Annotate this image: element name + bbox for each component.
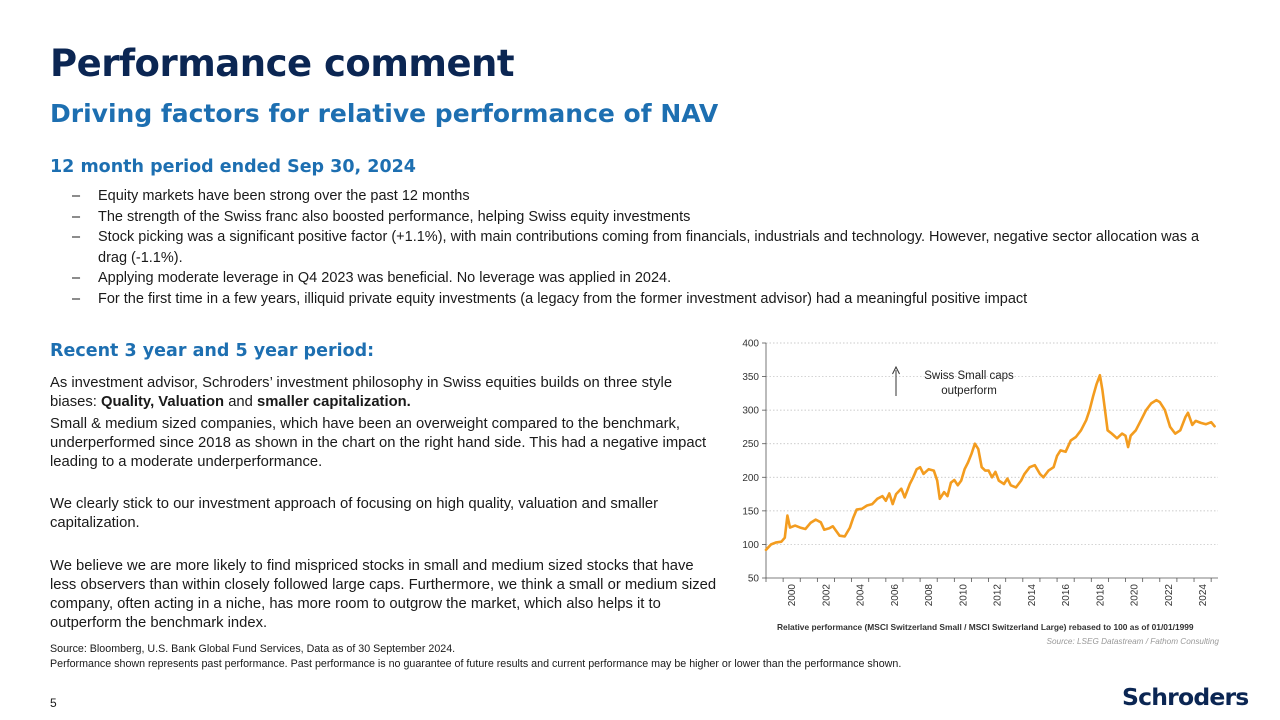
x-axis-label: Relative performance (MSCI Switzerland S… [777, 622, 1194, 632]
y-tick-label: 350 [742, 372, 759, 383]
bias-smaller-cap: smaller capitalization. [257, 394, 411, 410]
source-line-2: Performance shown represents past perfor… [50, 657, 902, 670]
y-tick-label: 300 [742, 406, 759, 417]
bullet-item: The strength of the Swiss franc also boo… [50, 207, 1230, 228]
x-tick-label: 2014 [1027, 584, 1038, 607]
bias-valuation: Valuation [158, 394, 225, 410]
relative-performance-chart: 50 100 150 200 250 300 350 400 2000 2002 2004 2006… [742, 339, 1220, 647]
x-tick-label: 2024 [1198, 584, 1209, 607]
text: and [224, 394, 257, 410]
section-12-month-heading: 12 month period ended Sep 30, 2024 [50, 157, 416, 177]
y-tick-label: 100 [742, 540, 759, 551]
page-subtitle: Driving factors for relative performance… [50, 99, 719, 128]
text: As investment advisor, Schroders’ invest… [50, 375, 673, 410]
x-tick-label: 2006 [890, 584, 901, 607]
bullet-item: Equity markets have been strong over the… [50, 186, 1230, 207]
chart-source: Source: LSEG Datastream / Fathom Consult… [1047, 637, 1220, 646]
annotation: Swiss Small caps outperform [892, 365, 1014, 397]
schroders-logo: Schroders [1122, 683, 1249, 711]
section-12-month-bullets: Equity markets have been strong over the… [50, 186, 1230, 309]
y-tick-label: 250 [742, 439, 759, 450]
source-line-1: Source: Bloomberg, U.S. Bank Global Fund… [50, 643, 456, 655]
x-tick-label: 2010 [958, 584, 969, 607]
bullet-item: Stock picking was a significant positive… [50, 227, 1230, 268]
x-tick-label: 2004 [856, 584, 867, 607]
footer-source: Source: Bloomberg, U.S. Bank Global Fund… [50, 642, 901, 671]
style-biases-paragraph: As investment advisor, Schroders’ invest… [50, 374, 722, 412]
y-tick-label: 50 [748, 574, 760, 585]
series-line [764, 373, 1216, 552]
bullet-item: For the first time in a few years, illiq… [50, 289, 1230, 310]
x-tick-label: 2000 [787, 584, 798, 607]
section-3-5-year-heading: Recent 3 year and 5 year period: [50, 341, 375, 361]
page-number: 5 [50, 696, 57, 710]
x-axis-ticks: 2000 2002 2004 2006 2008 2010 2012 2014 2016 2018… [765, 578, 1212, 607]
annotation-line-1: Swiss Small caps [924, 370, 1014, 382]
bias-quality: Quality [101, 394, 151, 410]
x-tick-label: 2020 [1130, 584, 1141, 607]
y-axis-ticks: 50 100 150 200 250 300 350 400 [742, 339, 766, 585]
x-tick-label: 2002 [821, 584, 832, 607]
y-tick-label: 200 [742, 473, 759, 484]
x-tick-label: 2012 [993, 584, 1004, 607]
smid-underperformance-paragraph: Small & medium sized companies, which ha… [50, 416, 707, 470]
annotation-line-2: outperform [941, 385, 997, 397]
text: , [150, 394, 159, 410]
annotation-arrow-head [892, 365, 900, 375]
mispriced-stocks-paragraph: We believe we are more likely to find mi… [50, 558, 717, 631]
bullet-item: Applying moderate leverage in Q4 2023 wa… [50, 268, 1230, 289]
investment-approach-paragraph: We clearly stick to our investment appro… [50, 496, 659, 531]
x-tick-label: 2008 [924, 584, 935, 607]
y-tick-label: 400 [742, 339, 759, 350]
x-tick-label: 2016 [1061, 584, 1072, 607]
x-tick-label: 2018 [1095, 584, 1106, 607]
page-title: Performance comment [50, 42, 515, 85]
y-tick-label: 150 [742, 506, 759, 517]
x-tick-label: 2022 [1164, 584, 1175, 607]
